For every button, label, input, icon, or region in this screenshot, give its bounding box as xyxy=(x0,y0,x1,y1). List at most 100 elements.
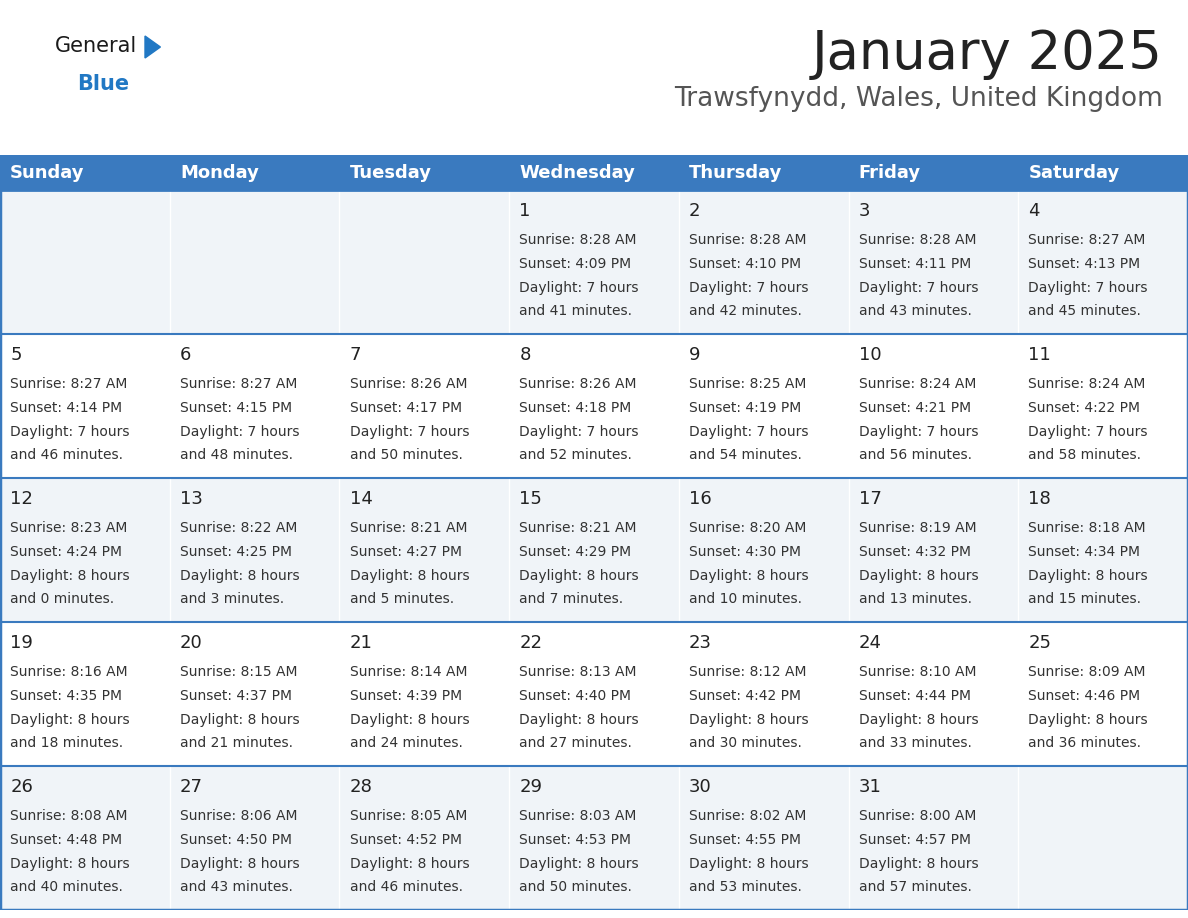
Text: 28: 28 xyxy=(349,778,373,796)
Text: 27: 27 xyxy=(179,778,203,796)
Text: Trawsfynydd, Wales, United Kingdom: Trawsfynydd, Wales, United Kingdom xyxy=(674,86,1163,112)
Text: Sunrise: 8:24 AM: Sunrise: 8:24 AM xyxy=(1029,377,1146,391)
Text: Sunset: 4:19 PM: Sunset: 4:19 PM xyxy=(689,401,801,415)
Text: Sunset: 4:21 PM: Sunset: 4:21 PM xyxy=(859,401,971,415)
Text: Sunset: 4:17 PM: Sunset: 4:17 PM xyxy=(349,401,462,415)
Text: and 50 minutes.: and 50 minutes. xyxy=(519,880,632,894)
Text: Sunset: 4:30 PM: Sunset: 4:30 PM xyxy=(689,545,801,559)
FancyBboxPatch shape xyxy=(1018,155,1188,190)
Text: Sunrise: 8:02 AM: Sunrise: 8:02 AM xyxy=(689,809,807,823)
Text: 12: 12 xyxy=(11,489,33,508)
Text: and 43 minutes.: and 43 minutes. xyxy=(859,305,972,319)
Text: 20: 20 xyxy=(179,633,203,652)
FancyBboxPatch shape xyxy=(510,155,678,190)
Text: Sunrise: 8:14 AM: Sunrise: 8:14 AM xyxy=(349,666,467,679)
Text: Daylight: 8 hours: Daylight: 8 hours xyxy=(1029,569,1148,583)
Text: Daylight: 8 hours: Daylight: 8 hours xyxy=(11,569,129,583)
Text: Sunset: 4:46 PM: Sunset: 4:46 PM xyxy=(1029,689,1140,703)
Text: Sunset: 4:52 PM: Sunset: 4:52 PM xyxy=(349,833,462,847)
Text: 29: 29 xyxy=(519,778,543,796)
FancyBboxPatch shape xyxy=(340,155,510,190)
Text: Sunrise: 8:05 AM: Sunrise: 8:05 AM xyxy=(349,809,467,823)
Text: Daylight: 7 hours: Daylight: 7 hours xyxy=(689,425,809,439)
Text: Sunrise: 8:00 AM: Sunrise: 8:00 AM xyxy=(859,809,977,823)
Text: 17: 17 xyxy=(859,489,881,508)
Text: Sunrise: 8:24 AM: Sunrise: 8:24 AM xyxy=(859,377,977,391)
Text: Sunset: 4:32 PM: Sunset: 4:32 PM xyxy=(859,545,971,559)
Text: Sunset: 4:14 PM: Sunset: 4:14 PM xyxy=(11,401,122,415)
Text: and 58 minutes.: and 58 minutes. xyxy=(1029,449,1142,463)
Text: 7: 7 xyxy=(349,345,361,364)
Text: 3: 3 xyxy=(859,202,871,219)
Text: Sunset: 4:40 PM: Sunset: 4:40 PM xyxy=(519,689,631,703)
Text: Sunrise: 8:15 AM: Sunrise: 8:15 AM xyxy=(179,666,297,679)
Text: Sunset: 4:42 PM: Sunset: 4:42 PM xyxy=(689,689,801,703)
Text: and 56 minutes.: and 56 minutes. xyxy=(859,449,972,463)
Text: Sunset: 4:15 PM: Sunset: 4:15 PM xyxy=(179,401,292,415)
Text: Sunrise: 8:20 AM: Sunrise: 8:20 AM xyxy=(689,521,807,535)
Text: Sunrise: 8:21 AM: Sunrise: 8:21 AM xyxy=(349,521,467,535)
Text: Daylight: 8 hours: Daylight: 8 hours xyxy=(859,856,979,870)
Text: 9: 9 xyxy=(689,345,701,364)
Text: Sunrise: 8:25 AM: Sunrise: 8:25 AM xyxy=(689,377,807,391)
Text: and 13 minutes.: and 13 minutes. xyxy=(859,592,972,607)
Text: and 33 minutes.: and 33 minutes. xyxy=(859,736,972,751)
Text: Wednesday: Wednesday xyxy=(519,163,636,182)
Text: and 15 minutes.: and 15 minutes. xyxy=(1029,592,1142,607)
Text: 5: 5 xyxy=(11,345,21,364)
Text: Sunset: 4:24 PM: Sunset: 4:24 PM xyxy=(11,545,122,559)
Text: and 3 minutes.: and 3 minutes. xyxy=(179,592,284,607)
Text: Daylight: 8 hours: Daylight: 8 hours xyxy=(859,569,979,583)
Text: Daylight: 7 hours: Daylight: 7 hours xyxy=(859,425,978,439)
Text: Daylight: 8 hours: Daylight: 8 hours xyxy=(689,712,809,727)
FancyBboxPatch shape xyxy=(0,155,170,190)
Text: and 27 minutes.: and 27 minutes. xyxy=(519,736,632,751)
Text: Sunrise: 8:13 AM: Sunrise: 8:13 AM xyxy=(519,666,637,679)
Text: Daylight: 8 hours: Daylight: 8 hours xyxy=(11,856,129,870)
Text: Sunset: 4:44 PM: Sunset: 4:44 PM xyxy=(859,689,971,703)
FancyBboxPatch shape xyxy=(0,622,1188,766)
Text: 11: 11 xyxy=(1029,345,1051,364)
Text: and 5 minutes.: and 5 minutes. xyxy=(349,592,454,607)
Text: Sunrise: 8:09 AM: Sunrise: 8:09 AM xyxy=(1029,666,1146,679)
Text: 14: 14 xyxy=(349,489,373,508)
Text: Sunrise: 8:27 AM: Sunrise: 8:27 AM xyxy=(179,377,297,391)
Text: Saturday: Saturday xyxy=(1029,163,1120,182)
Text: 6: 6 xyxy=(179,345,191,364)
FancyBboxPatch shape xyxy=(0,766,1188,910)
Text: 30: 30 xyxy=(689,778,712,796)
Text: Sunset: 4:10 PM: Sunset: 4:10 PM xyxy=(689,257,801,271)
Text: Sunrise: 8:23 AM: Sunrise: 8:23 AM xyxy=(11,521,127,535)
Text: Sunrise: 8:27 AM: Sunrise: 8:27 AM xyxy=(11,377,127,391)
Text: Sunrise: 8:08 AM: Sunrise: 8:08 AM xyxy=(11,809,127,823)
FancyBboxPatch shape xyxy=(0,334,1188,478)
Text: Daylight: 7 hours: Daylight: 7 hours xyxy=(859,281,978,295)
Text: Sunrise: 8:21 AM: Sunrise: 8:21 AM xyxy=(519,521,637,535)
Text: 26: 26 xyxy=(11,778,33,796)
Text: Sunset: 4:25 PM: Sunset: 4:25 PM xyxy=(179,545,292,559)
Text: Sunrise: 8:06 AM: Sunrise: 8:06 AM xyxy=(179,809,297,823)
Text: Sunrise: 8:19 AM: Sunrise: 8:19 AM xyxy=(859,521,977,535)
Text: Sunset: 4:13 PM: Sunset: 4:13 PM xyxy=(1029,257,1140,271)
FancyBboxPatch shape xyxy=(0,478,1188,622)
Text: Thursday: Thursday xyxy=(689,163,783,182)
Text: Sunrise: 8:28 AM: Sunrise: 8:28 AM xyxy=(859,233,977,247)
Text: Sunset: 4:50 PM: Sunset: 4:50 PM xyxy=(179,833,292,847)
Text: 1: 1 xyxy=(519,202,531,219)
Text: Daylight: 7 hours: Daylight: 7 hours xyxy=(519,425,639,439)
Text: Tuesday: Tuesday xyxy=(349,163,431,182)
Text: Sunset: 4:34 PM: Sunset: 4:34 PM xyxy=(1029,545,1140,559)
Text: and 40 minutes.: and 40 minutes. xyxy=(11,880,124,894)
FancyBboxPatch shape xyxy=(170,155,340,190)
Text: Sunset: 4:53 PM: Sunset: 4:53 PM xyxy=(519,833,631,847)
Text: Daylight: 8 hours: Daylight: 8 hours xyxy=(519,569,639,583)
Text: Sunset: 4:55 PM: Sunset: 4:55 PM xyxy=(689,833,801,847)
Text: 15: 15 xyxy=(519,489,542,508)
Text: and 53 minutes.: and 53 minutes. xyxy=(689,880,802,894)
Text: and 43 minutes.: and 43 minutes. xyxy=(179,880,292,894)
Text: General: General xyxy=(55,36,138,56)
Text: Sunrise: 8:22 AM: Sunrise: 8:22 AM xyxy=(179,521,297,535)
Text: Daylight: 8 hours: Daylight: 8 hours xyxy=(349,856,469,870)
Text: and 50 minutes.: and 50 minutes. xyxy=(349,449,462,463)
Text: Daylight: 7 hours: Daylight: 7 hours xyxy=(689,281,809,295)
